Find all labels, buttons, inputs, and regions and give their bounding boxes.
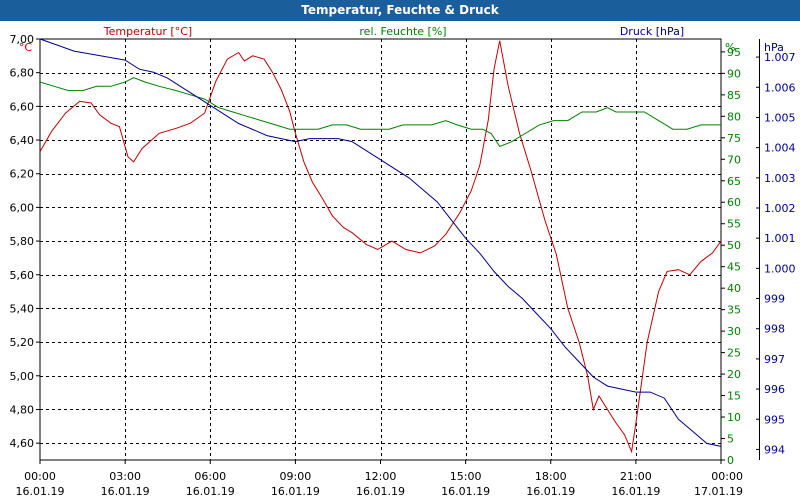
humidity-tick-label: 65 xyxy=(727,175,741,188)
humidity-tick-label: 0 xyxy=(727,454,734,467)
pressure-axis: 994 995 996 997 998 999 1.000 1.001 1.002 1.003 1.… xyxy=(756,39,796,460)
pressure-tick-label: 1.001 xyxy=(764,232,796,245)
date-tick-label: 16.01.19 xyxy=(611,485,660,498)
humidity-tick-label: 20 xyxy=(727,368,741,381)
humidity-tick-label: 5 xyxy=(727,433,734,446)
time-tick-label: 21:00 xyxy=(620,470,652,483)
humidity-axis: 0 5 10 15 20 25 30 35 40 45 50 55 60 65 70 75 80 85 90 95 xyxy=(721,46,741,467)
time-tick-label: 00:00 xyxy=(711,470,743,483)
pressure-tick-label: 997 xyxy=(764,353,785,366)
temperature-tick-label: 6,00 xyxy=(10,201,35,214)
humidity-unit: % xyxy=(725,41,735,54)
humidity-series-line xyxy=(39,77,721,148)
temperature-tick-label: 4,60 xyxy=(10,437,35,450)
pressure-tick-label: 994 xyxy=(764,443,785,456)
humidity-tick-label: 70 xyxy=(727,153,741,166)
time-tick-label: 09:00 xyxy=(280,470,312,483)
pressure-tick-label: 998 xyxy=(764,323,785,336)
plot-frame xyxy=(39,38,722,461)
grid-lines xyxy=(40,39,721,460)
humidity-tick-label: 55 xyxy=(727,218,741,231)
temperature-tick-label: 5,80 xyxy=(10,235,35,248)
temperature-tick-label: 5,60 xyxy=(10,269,35,282)
pressure-tick-label: 1.007 xyxy=(764,51,796,64)
date-tick-label: 16.01.19 xyxy=(101,485,150,498)
date-tick-label: 16.01.19 xyxy=(526,485,575,498)
date-tick-label: 16.01.19 xyxy=(356,485,405,498)
humidity-tick-label: 95 xyxy=(727,46,741,59)
humidity-tick-label: 10 xyxy=(727,411,741,424)
date-tick-label: 16.01.19 xyxy=(186,485,235,498)
temperature-unit: °C xyxy=(19,41,33,54)
humidity-tick-label: 85 xyxy=(727,89,741,102)
time-tick-label: 06:00 xyxy=(194,470,226,483)
pressure-unit: hPa xyxy=(764,41,784,54)
series-lines xyxy=(39,38,722,454)
humidity-tick-label: 50 xyxy=(727,239,741,252)
pressure-tick-label: 1.006 xyxy=(764,81,796,94)
temperature-tick-label: 6,60 xyxy=(10,100,35,113)
time-tick-label: 18:00 xyxy=(535,470,567,483)
date-tick-label: 16.01.19 xyxy=(271,485,320,498)
humidity-tick-label: 90 xyxy=(727,67,741,80)
temperature-tick-label: 5,20 xyxy=(10,336,35,349)
pressure-series-line xyxy=(39,38,722,447)
temperature-series-line xyxy=(39,40,722,454)
temperature-tick-label: 7,00 xyxy=(10,33,35,46)
pressure-tick-label: 1.002 xyxy=(764,202,796,215)
pressure-tick-label: 996 xyxy=(764,383,785,396)
temperature-tick-label: 4,80 xyxy=(10,403,35,416)
humidity-tick-label: 60 xyxy=(727,196,741,209)
humidity-tick-label: 15 xyxy=(727,390,741,403)
humidity-tick-label: 75 xyxy=(727,132,741,145)
humidity-tick-label: 25 xyxy=(727,347,741,360)
temperature-tick-label: 6,40 xyxy=(10,134,35,147)
humidity-tick-label: 30 xyxy=(727,325,741,338)
chart-title: Temperatur, Feuchte & Druck xyxy=(0,0,800,21)
pressure-tick-label: 1.000 xyxy=(764,262,796,275)
pressure-tick-label: 1.005 xyxy=(764,111,796,124)
date-tick-label: 16.01.19 xyxy=(441,485,490,498)
temperature-tick-label: 6,80 xyxy=(10,67,35,80)
time-tick-label: 00:00 xyxy=(24,470,56,483)
pressure-legend: Druck [hPa] xyxy=(620,25,684,38)
humidity-tick-label: 35 xyxy=(727,304,741,317)
temperature-tick-label: 6,20 xyxy=(10,168,35,181)
temperature-tick-label: 5,40 xyxy=(10,302,35,315)
temperature-legend: Temperatur [°C] xyxy=(103,25,192,38)
time-tick-label: 12:00 xyxy=(365,470,397,483)
humidity-tick-label: 45 xyxy=(727,261,741,274)
time-tick-label: 15:00 xyxy=(450,470,482,483)
temperature-tick-label: 5,00 xyxy=(10,370,35,383)
date-tick-label: 16.01.19 xyxy=(16,485,65,498)
time-axis: 00:00 16.01.19 03:00 16.01.19 06:00 16.01.19 0… xyxy=(16,460,743,498)
humidity-legend: rel. Feuchte [%] xyxy=(359,25,446,38)
pressure-tick-label: 999 xyxy=(764,293,785,306)
pressure-tick-label: 1.004 xyxy=(764,142,796,155)
humidity-tick-label: 40 xyxy=(727,282,741,295)
humidity-tick-label: 80 xyxy=(727,110,741,123)
pressure-tick-label: 995 xyxy=(764,413,785,426)
temperature-axis: 4,60 4,80 5,00 5,20 5,40 5,60 5,80 6,00 6,20 6,40… xyxy=(10,33,40,450)
date-tick-label: 17.01.19 xyxy=(694,485,743,498)
pressure-tick-label: 1.003 xyxy=(764,172,796,185)
time-tick-label: 03:00 xyxy=(109,470,141,483)
